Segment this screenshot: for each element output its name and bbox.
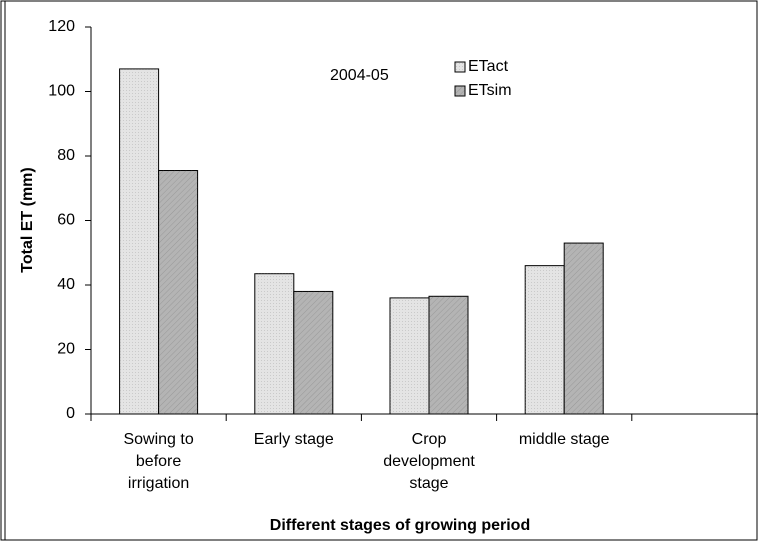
x-axis-label: Different stages of growing period: [270, 517, 530, 534]
bar: [254, 273, 295, 415]
y-tick-label: 120: [48, 18, 75, 35]
y-tick-label: 80: [57, 147, 75, 164]
y-tick-label: 60: [57, 212, 75, 229]
x-tick-label: Sowing to before irrigation: [123, 431, 193, 492]
y-axis-label: Total ET (mm): [19, 167, 36, 272]
bar: [428, 295, 469, 415]
bar: [293, 290, 334, 415]
legend-label: ETact: [468, 58, 509, 75]
legend-swatch-texture: [455, 86, 465, 96]
legend-swatch-texture: [455, 62, 465, 72]
annotation: 2004-05: [330, 67, 389, 84]
bar: [158, 170, 199, 415]
bar: [524, 265, 565, 415]
y-tick-label: 20: [57, 341, 75, 358]
x-tick-label: Crop development stage: [383, 431, 475, 492]
x-tick-label: Early stage: [254, 431, 334, 448]
bar: [389, 297, 430, 415]
bar: [563, 242, 604, 415]
y-tick-label: 40: [57, 276, 75, 293]
x-tick-label: middle stage: [519, 431, 610, 448]
legend-label: ETsim: [468, 82, 512, 99]
y-tick-label: 0: [66, 405, 75, 422]
bar: [119, 68, 160, 415]
y-tick-label: 100: [48, 83, 75, 100]
